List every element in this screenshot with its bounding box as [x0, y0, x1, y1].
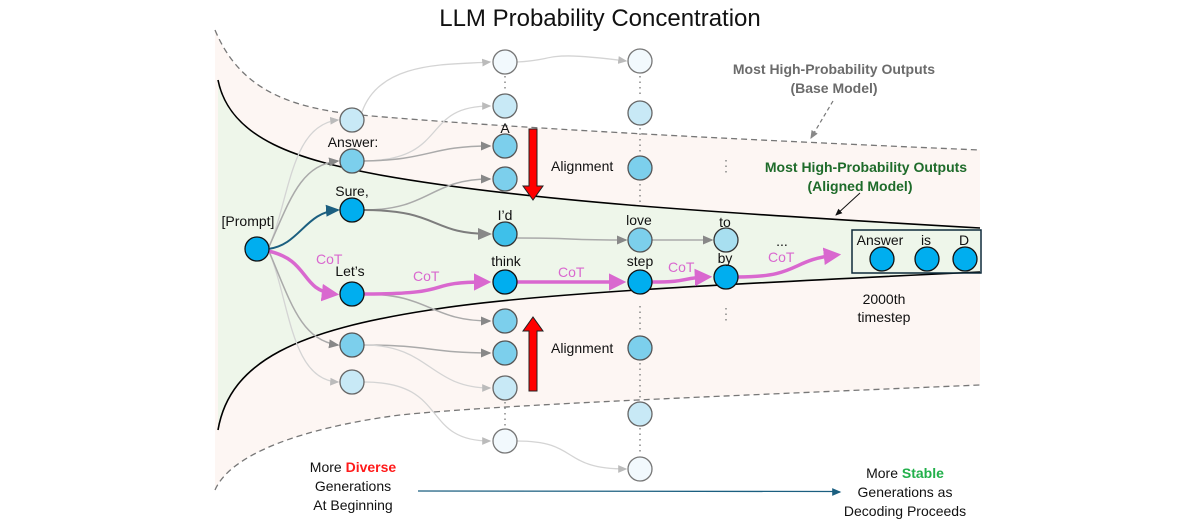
token-node: [339, 332, 365, 358]
stable-label-line3: Decoding Proceeds: [844, 503, 966, 519]
base-model-boundary-bottom: [214, 384, 981, 491]
answer-node: [339, 148, 365, 174]
love-node: [627, 227, 653, 253]
love-label: love: [626, 212, 652, 228]
alignment-down-arrow: [522, 128, 544, 201]
ellipsis-label: ...: [776, 233, 788, 249]
aligned-model-region: [218, 80, 980, 430]
aligned-model-boundary-bottom: [217, 271, 981, 431]
token-node: [627, 155, 653, 181]
stable-label-line2: Generations as: [858, 484, 953, 500]
token-node: [627, 456, 653, 482]
token-node: [339, 107, 365, 133]
token-node: [492, 375, 518, 401]
token-node: [492, 93, 518, 119]
token-node: [492, 340, 518, 366]
final-answer-label: Answer: [857, 232, 904, 248]
think-node: [492, 269, 518, 295]
final-is-node: [914, 246, 940, 272]
token-nodes: [244, 48, 739, 482]
token-node: [627, 401, 653, 427]
diverse-label-line3: At Beginning: [313, 497, 392, 513]
a-label: A: [500, 120, 510, 136]
token-node: [492, 428, 518, 454]
aligned-model-label-line1: Most High-Probability Outputs: [765, 159, 967, 175]
base-model-label-line2: (Base Model): [790, 80, 877, 96]
cot-label: CoT: [316, 251, 343, 267]
token-node: [492, 308, 518, 334]
token-node: [627, 335, 653, 361]
token-node: [627, 100, 653, 126]
step-label: step: [627, 253, 654, 269]
token-node: [339, 369, 365, 395]
cot-path: [267, 247, 842, 302]
by-node: [713, 264, 739, 290]
final-answer-box: Answer is D: [851, 229, 982, 274]
token-node: [492, 166, 518, 192]
aligned-model-boundary-top: [217, 79, 981, 229]
final-d-node: [952, 246, 978, 272]
ellipsis-dots: [504, 76, 727, 454]
diagram-title: LLM Probability Concentration: [439, 5, 761, 32]
base-model-label-line1: Most High-Probability Outputs: [733, 61, 935, 77]
base-model-pointer: [810, 100, 834, 140]
token-node: [492, 49, 518, 75]
a-node: [492, 133, 518, 159]
cot-label: CoT: [768, 249, 795, 265]
cot-label: CoT: [413, 268, 440, 284]
alignment-label-bottom: Alignment: [551, 340, 613, 356]
alignment-label-top: Alignment: [551, 158, 613, 174]
diverse-label-line2: Generations: [315, 478, 391, 494]
final-is-label: is: [921, 232, 931, 248]
lets-node: [339, 281, 365, 307]
decoding-progress-arrow: [417, 490, 837, 493]
aligned-model-pointer: [835, 192, 861, 216]
prompt-node: [244, 236, 270, 262]
to-label: to: [719, 214, 731, 230]
final-d-label: D: [959, 232, 969, 248]
aligned-model-label-line2: (Aligned Model): [808, 178, 913, 194]
cot-label: CoT: [668, 259, 695, 275]
base-model-boundary-top: [214, 29, 981, 151]
final-answer-node: [869, 246, 895, 272]
cot-label: CoT: [558, 264, 585, 280]
alignment-up-arrow: [522, 316, 544, 392]
lets-label: Let’s: [335, 263, 364, 279]
to-node: [713, 227, 739, 253]
stable-label-line1: More Stable: [866, 465, 944, 481]
step-node: [627, 269, 653, 295]
id-node: [492, 221, 518, 247]
answer-label: Answer:: [328, 134, 379, 150]
token-node: [627, 48, 653, 74]
sure-edge: [267, 204, 340, 250]
sure-label: Sure,: [335, 183, 368, 199]
think-label: think: [491, 253, 522, 269]
timestep-label-line1: 2000th: [863, 291, 906, 307]
sure-node: [339, 197, 365, 223]
by-label: by: [718, 250, 733, 266]
prompt-label: [Prompt]: [222, 213, 275, 229]
id-label: I’d: [498, 207, 513, 223]
diverse-label-line1: More Diverse: [310, 459, 397, 475]
timestep-label-line2: timestep: [858, 309, 911, 325]
